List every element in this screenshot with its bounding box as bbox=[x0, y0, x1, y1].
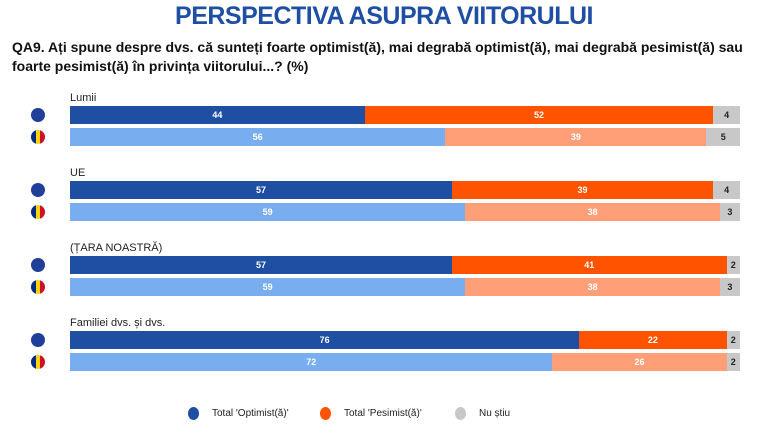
legend-label: Total 'Optimist(ă)' bbox=[212, 408, 289, 419]
bar-row: 76 22 2 bbox=[70, 331, 740, 349]
romania-flag-icon bbox=[31, 355, 45, 369]
bar-row: 59 38 3 bbox=[70, 278, 740, 296]
nu-stiu-segment: 4 bbox=[713, 106, 740, 124]
eu-flag-icon bbox=[31, 108, 45, 122]
optimist-segment: 57 bbox=[70, 256, 452, 274]
group-label: Familiei dvs. și dvs. bbox=[70, 317, 166, 329]
pesimist-segment: 41 bbox=[451, 256, 727, 274]
legend-item: Nu știu bbox=[455, 407, 510, 420]
nu-stiu-segment: 5 bbox=[706, 128, 740, 146]
page-title: PERSPECTIVA ASUPRA VIITORULUI bbox=[175, 2, 593, 30]
optimist-segment: 56 bbox=[70, 128, 446, 146]
optimist-segment: 44 bbox=[70, 106, 365, 124]
optimist-segment: 59 bbox=[70, 278, 466, 296]
legend-dot-icon bbox=[188, 407, 199, 420]
optimist-segment: 72 bbox=[70, 353, 553, 371]
optimist-segment: 59 bbox=[70, 203, 466, 221]
nu-stiu-segment: 2 bbox=[726, 331, 740, 349]
pesimist-segment: 38 bbox=[465, 278, 720, 296]
romania-flag-icon bbox=[31, 205, 45, 219]
legend-dot-icon bbox=[320, 407, 331, 420]
eu-flag-icon bbox=[31, 183, 45, 197]
question-text: QA9. Ați spune despre dvs. că sunteți fo… bbox=[12, 39, 743, 74]
romania-flag-icon bbox=[31, 280, 45, 294]
group-label: UE bbox=[70, 167, 86, 179]
optimist-segment: 76 bbox=[70, 331, 580, 349]
bar-row: 44 52 4 bbox=[70, 106, 740, 124]
optimist-segment: 57 bbox=[70, 181, 452, 199]
bar-row: 57 39 4 bbox=[70, 181, 740, 199]
legend-dot-icon bbox=[455, 407, 466, 420]
eu-flag-icon bbox=[31, 258, 45, 272]
pesimist-segment: 26 bbox=[552, 353, 727, 371]
bar-row: 72 26 2 bbox=[70, 353, 740, 371]
legend-label: Nu știu bbox=[479, 408, 511, 419]
pesimist-segment: 22 bbox=[579, 331, 727, 349]
pesimist-segment: 39 bbox=[451, 181, 714, 199]
nu-stiu-segment: 2 bbox=[726, 353, 740, 371]
nu-stiu-segment: 3 bbox=[719, 203, 740, 221]
nu-stiu-segment: 3 bbox=[719, 278, 740, 296]
group-label: Lumii bbox=[70, 92, 97, 104]
pesimist-segment: 52 bbox=[364, 106, 714, 124]
legend-label: Total 'Pesimist(ă)' bbox=[344, 408, 422, 419]
legend-item: Total 'Pesimist(ă)' bbox=[320, 407, 422, 420]
nu-stiu-segment: 4 bbox=[713, 181, 740, 199]
group-label: (ȚARA NOASTRĂ) bbox=[70, 242, 163, 254]
bar-row: 57 41 2 bbox=[70, 256, 740, 274]
bar-row: 56 39 5 bbox=[70, 128, 740, 146]
eu-flag-icon bbox=[31, 333, 45, 347]
pesimist-segment: 38 bbox=[465, 203, 720, 221]
bar-row: 59 38 3 bbox=[70, 203, 740, 221]
legend-item: Total 'Optimist(ă)' bbox=[188, 407, 289, 420]
nu-stiu-segment: 2 bbox=[726, 256, 740, 274]
romania-flag-icon bbox=[31, 130, 45, 144]
pesimist-segment: 39 bbox=[445, 128, 707, 146]
